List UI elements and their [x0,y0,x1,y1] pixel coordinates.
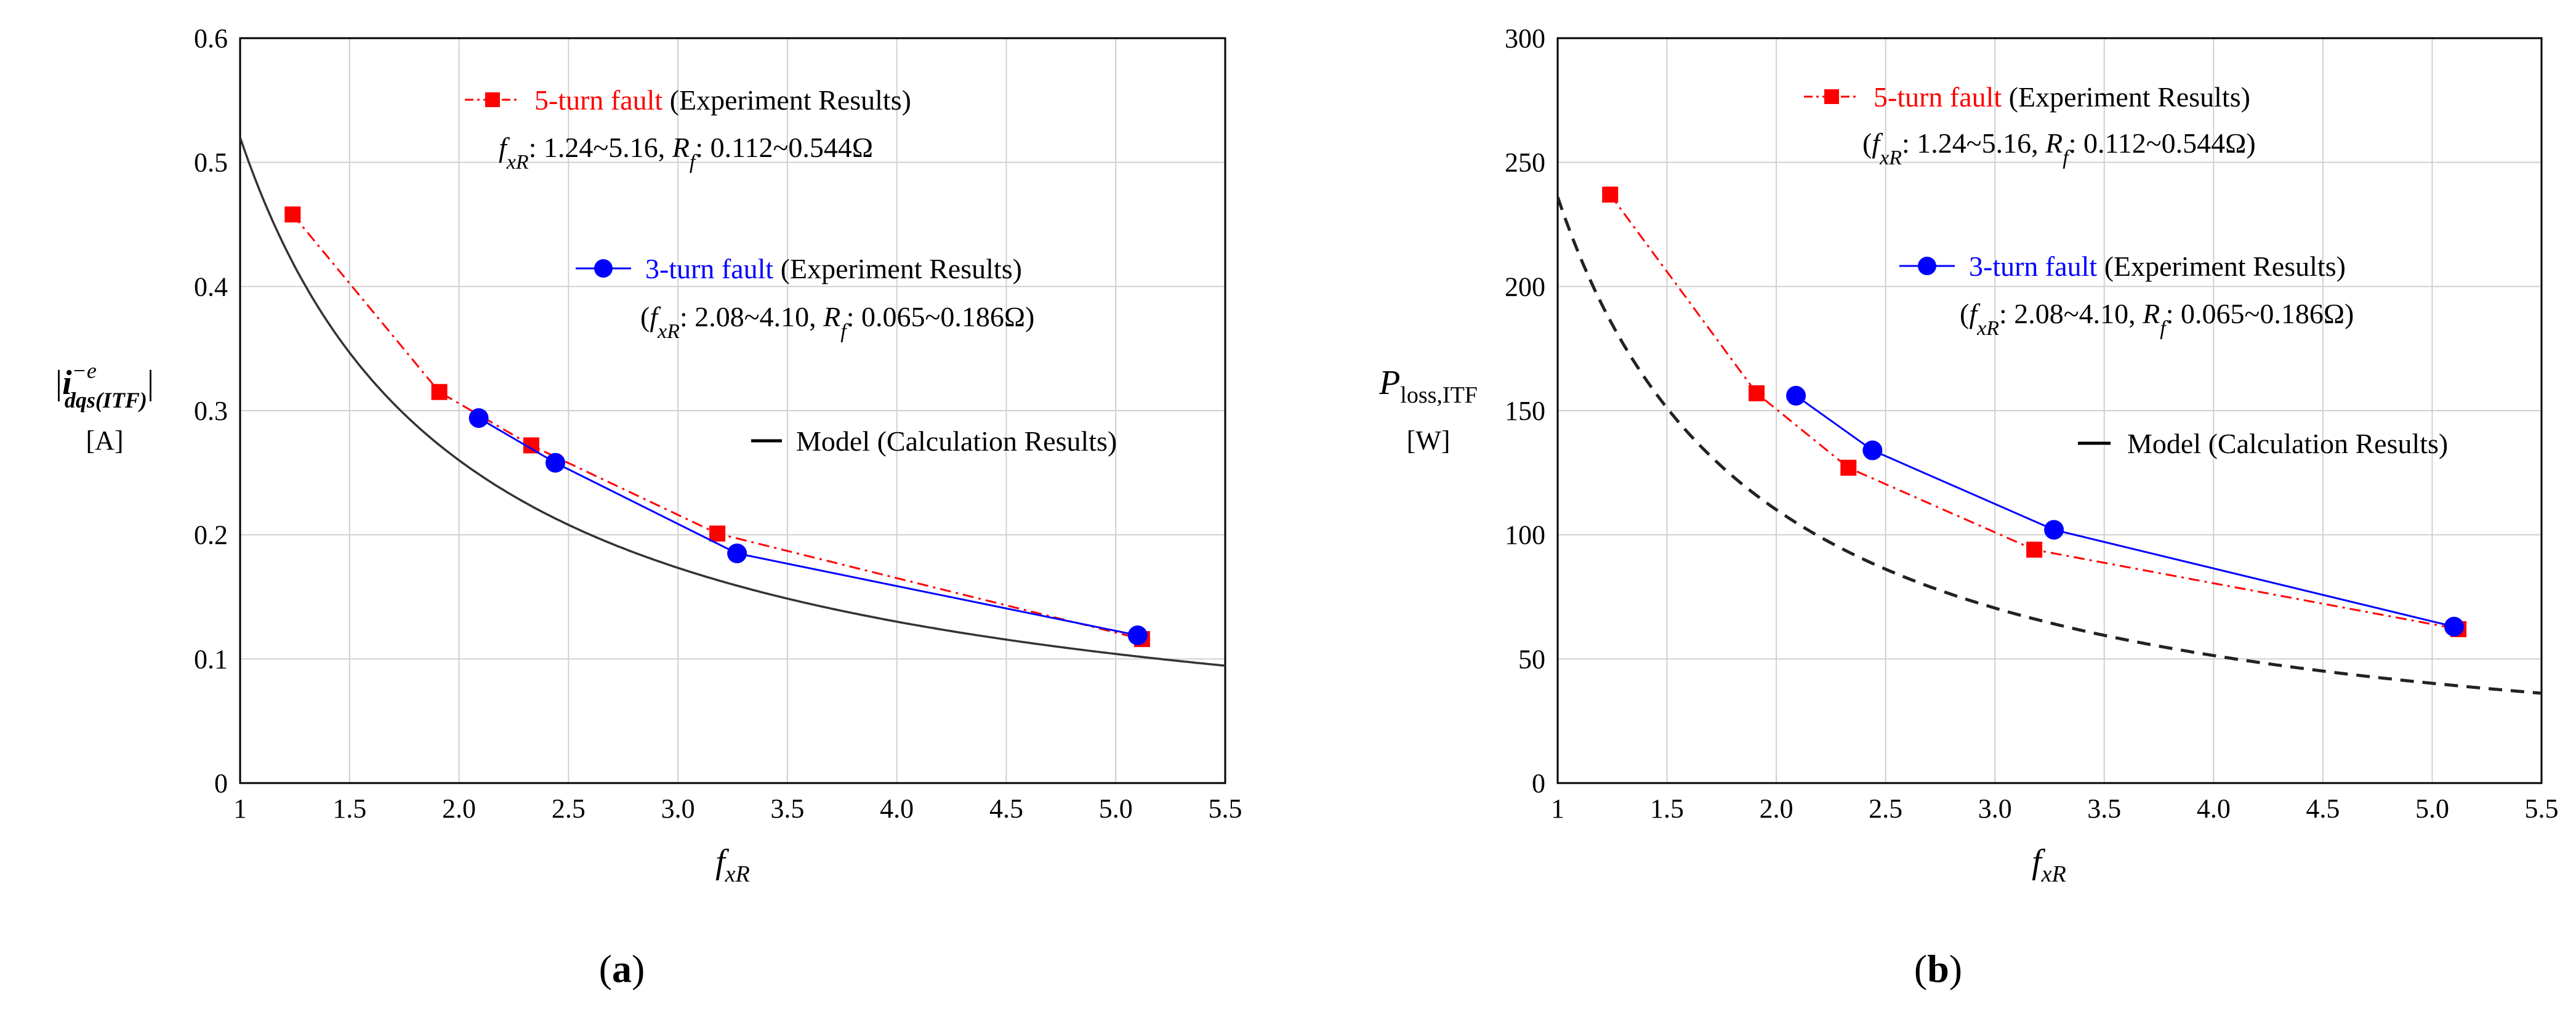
legend-model-label: Model (Calculation Results) [796,425,1117,457]
y-tick-label: 250 [1505,148,1545,178]
legend-marker-square [1824,89,1839,104]
x-tick-label: 3.0 [1978,794,2012,824]
legend-range-label: (fxR: 1.24~5.16, Rf: 0.112~0.544Ω) [1862,127,2256,169]
legend-label: 3-turn fault (Experiment Results) [1969,251,2346,282]
chart-panel-a: 1 1.5 2.0 2.5 3.0 3.5 4.0 4.5 5.0 5.5 0 0.1 0.2 0.3 0.… [55,23,1242,991]
x-tick-label: 2.5 [1869,794,1902,824]
subfigure-label: (a) [599,947,645,991]
legend-suffix: (Experiment Results) [2009,81,2250,113]
y-axis-label: |i−e dqs(ITF)| [55,358,154,412]
x-tick-label: 4.0 [880,794,914,824]
legend-label: 5-turn fault (Experiment Results) [534,84,911,116]
legend-marker-circle [594,259,613,278]
x-axis-label: fxR [2032,843,2066,887]
x-tick-label: 3.5 [770,794,804,824]
x-tick-label: 2.5 [552,794,586,824]
plot-frame [1556,37,2543,784]
legend-series-name: 3-turn fault [645,253,773,284]
y-tick-label: 200 [1505,271,1545,302]
legend-marker-square [485,92,500,107]
x-tick-label: 1 [1551,794,1564,824]
data-point-5turn [709,525,726,542]
x-tick-label: 5.5 [1209,794,1242,824]
data-point-3turn [2444,616,2464,637]
series-line-5turn [1609,194,2459,630]
y-tick-label: 50 [1518,644,1545,674]
x-axis-label: fxR [715,843,750,887]
y-tick-label: 300 [1505,23,1545,54]
data-point-3turn [1127,625,1148,646]
legend-series-name: 5-turn fault [1874,81,2002,113]
data-point-5turn [1749,385,1765,401]
x-tick-label: 1.5 [1650,794,1684,824]
legend-series-name: 5-turn fault [534,84,662,116]
x-tick-label: 4.0 [2197,794,2231,824]
y-tick-label: 0.2 [194,520,228,550]
y-tick-label: 0.4 [194,271,228,302]
model-curve [240,137,1225,667]
data-point-5turn [1602,187,1619,203]
y-tick-label: 0.1 [194,644,228,674]
legend-marker-circle [1918,257,1936,275]
y-tick-label: 0 [1532,768,1545,798]
data-point-3turn [1862,440,1883,460]
x-tick-label: 5.0 [2415,794,2449,824]
x-tick-label: 1 [233,794,247,824]
legend-suffix: (Experiment Results) [670,84,911,116]
legend-model-label: Model (Calculation Results) [2127,428,2448,459]
legend-suffix: (Experiment Results) [2104,251,2346,282]
x-tick-label: 3.5 [2087,794,2121,824]
y-axis-unit: [W] [1407,425,1451,456]
model-curve [1558,196,2542,695]
y-tick-label: 0 [214,768,228,798]
y-tick-label: 0.6 [194,23,228,54]
legend-series-name: 3-turn fault [1969,251,2097,282]
x-tick-label: 2.0 [1760,794,1793,824]
data-point-5turn [2026,541,2043,558]
y-axis-label: Ploss,ITF [1379,364,1478,408]
series-line-3turn [478,417,1138,637]
chart-panel-b: 1 1.5 2.0 2.5 3.0 3.5 4.0 4.5 5.0 5.5 0 50 100 150 200… [1379,23,2558,991]
y-tick-label: 100 [1505,520,1545,550]
subfigure-label: (b) [1914,947,1962,991]
legend-suffix: (Experiment Results) [781,253,1022,284]
x-tick-label: 5.0 [1099,794,1133,824]
x-tick-label: 1.5 [332,794,366,824]
data-point-3turn [545,452,565,473]
y-axis-unit: [A] [86,425,123,456]
series-line-3turn [1795,395,2455,628]
data-point-3turn [469,408,489,428]
data-point-3turn [727,543,747,563]
legend-label: 3-turn fault (Experiment Results) [645,253,1022,284]
x-tick-label: 4.5 [989,794,1023,824]
y-tick-label: 150 [1505,396,1545,426]
plot-frame [239,37,1226,784]
legend-range-label: fxR: 1.24~5.16, Rf: 0.112~0.544Ω [499,132,873,174]
legend-range-label: (fxR: 2.08~4.10, Rf: 0.065~0.186Ω) [1960,298,2354,340]
y-tick-label: 0.3 [194,396,228,426]
x-tick-label: 3.0 [661,794,695,824]
x-tick-label: 2.0 [442,794,476,824]
data-point-5turn [1840,459,1857,476]
legend-label: 5-turn fault (Experiment Results) [1874,81,2250,113]
legend-range-label: (fxR: 2.08~4.10, Rf: 0.065~0.186Ω) [640,301,1034,343]
data-point-3turn [1786,385,1806,406]
x-tick-label: 4.5 [2306,794,2340,824]
x-tick-label: 5.5 [2525,794,2559,824]
data-point-3turn [2044,520,2064,540]
y-tick-label: 0.5 [194,148,228,178]
data-point-5turn [431,384,448,400]
data-point-5turn [284,206,301,223]
